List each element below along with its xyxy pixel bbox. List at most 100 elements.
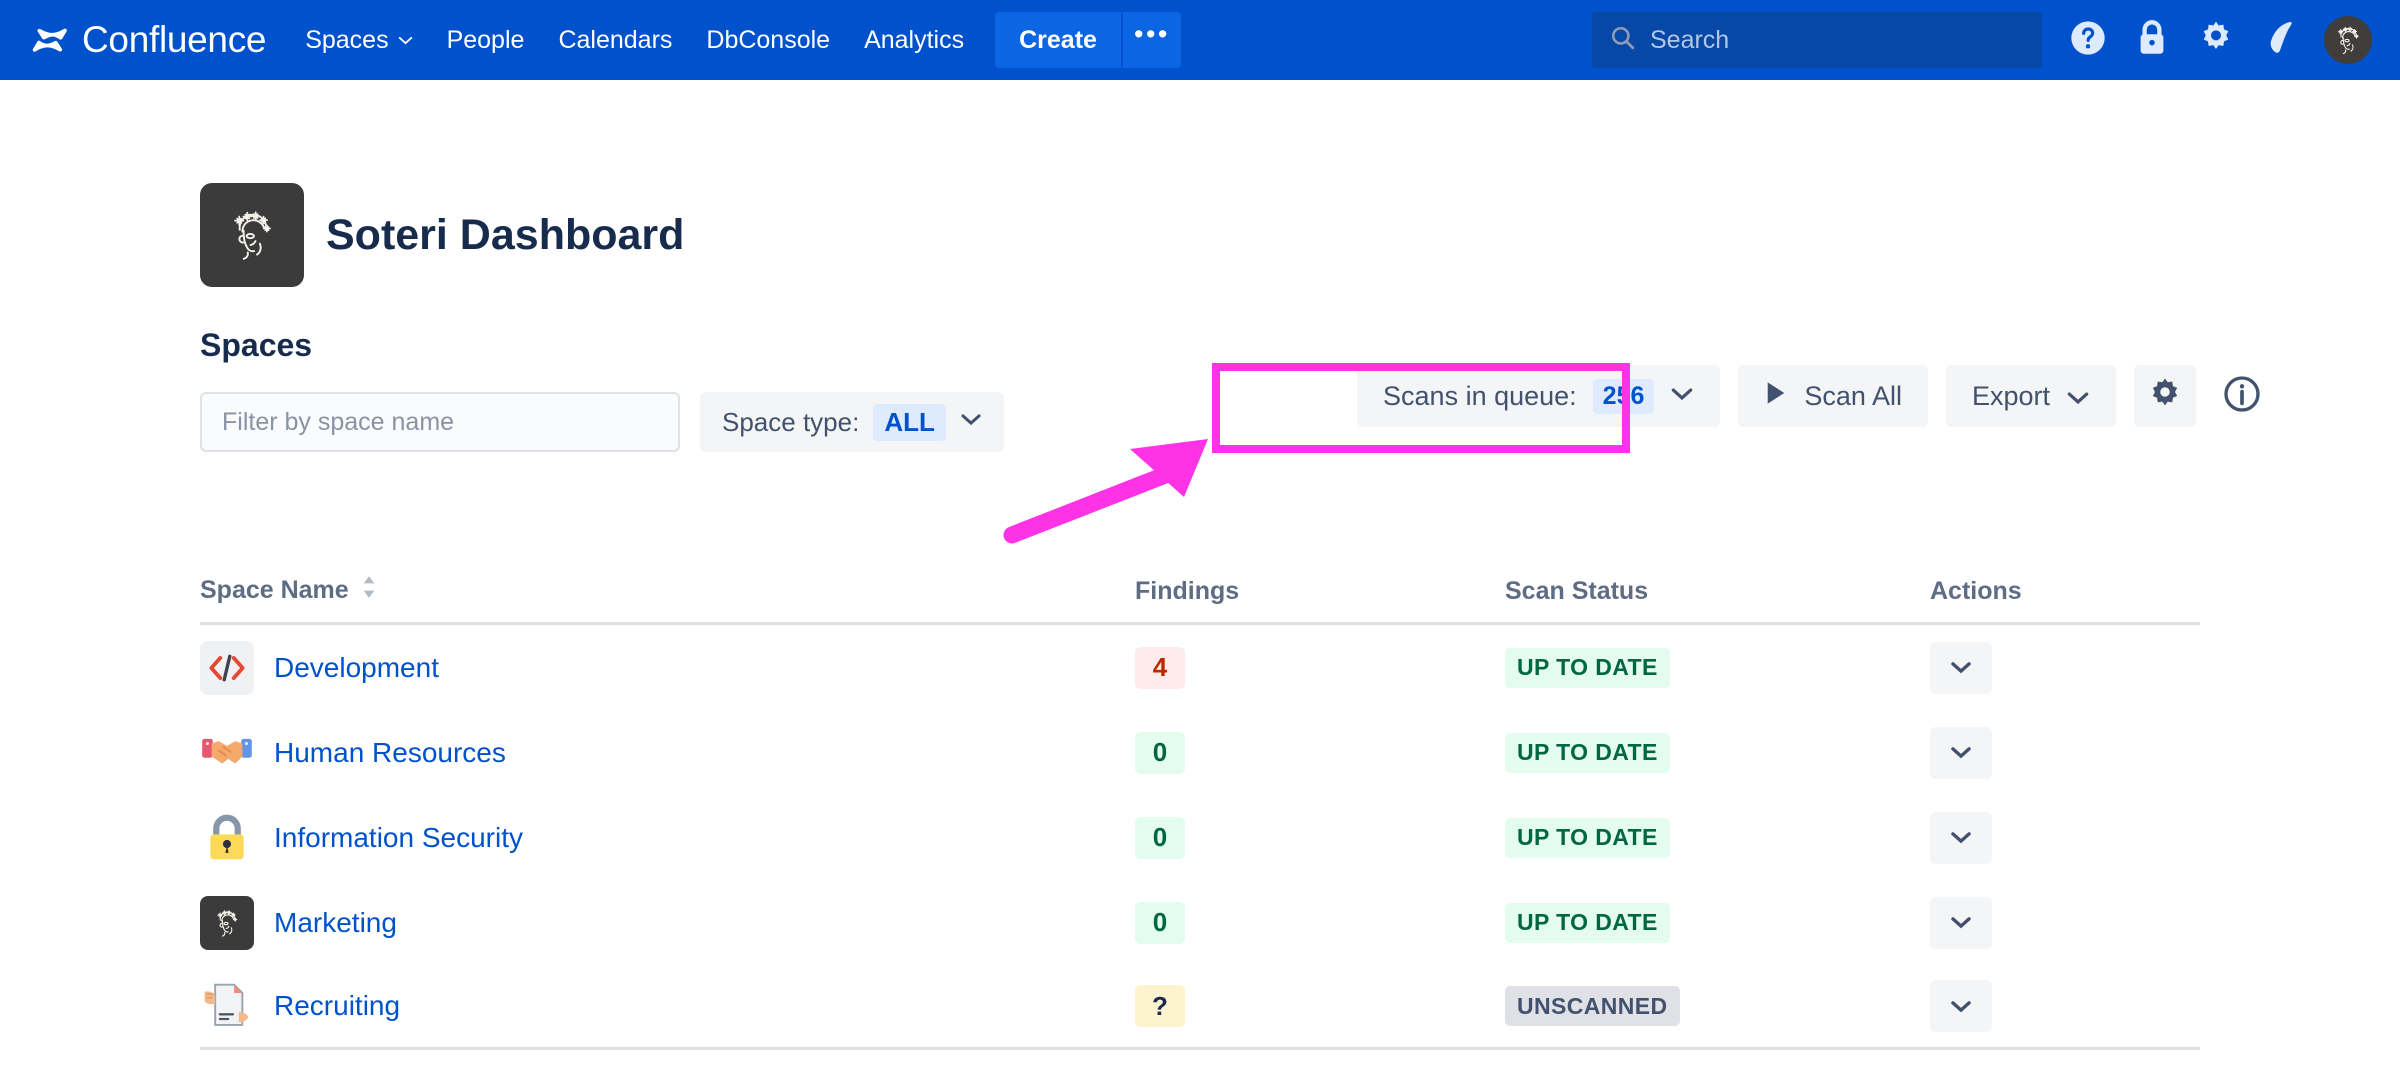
spaces-heading: Spaces <box>200 327 313 363</box>
padlock-icon <box>200 811 254 865</box>
nav-item-people[interactable]: People <box>430 0 542 80</box>
soteri-medusa-logo-icon <box>2324 16 2372 64</box>
page-body: Soteri Dashboard Spaces Space type: ALL … <box>0 80 2400 1050</box>
page-header: Soteri Dashboard <box>200 183 2400 287</box>
create-more-button[interactable]: ••• <box>1120 12 1181 68</box>
space-name-cell: Marketing <box>200 895 1135 950</box>
row-actions-dropdown[interactable] <box>1930 980 1992 1032</box>
notification-icon[interactable] <box>2262 18 2298 63</box>
actions-cell <box>1930 641 2200 694</box>
table-row: Human Resources 0 UP TO DATE <box>200 710 2200 795</box>
info-circle-icon <box>2222 374 2262 419</box>
column-header-space-name[interactable]: Space Name <box>200 575 1135 606</box>
status-badge: UP TO DATE <box>1505 902 1670 943</box>
avatar[interactable] <box>2324 16 2372 64</box>
findings-badge: 0 <box>1135 901 1185 944</box>
table-row: Recruiting ? UNSCANNED <box>200 965 2200 1050</box>
play-icon <box>1764 380 1788 413</box>
document-hands-icon <box>200 979 254 1033</box>
confluence-logo-icon <box>30 20 70 60</box>
nav-item-people-label: People <box>446 26 525 54</box>
scan-status-cell: UNSCANNED <box>1505 986 1930 1026</box>
top-navigation-bar: Confluence Spaces People Calendars DbCon… <box>0 0 2400 80</box>
export-label: Export <box>1971 380 2050 411</box>
dashboard-toolbar: Scans in queue: 256 Scan All Export <box>1357 365 2270 427</box>
table-header-row: Space Name Findings Scan Status Actions <box>200 575 2200 625</box>
space-link[interactable]: Development <box>274 651 439 683</box>
create-button[interactable]: Create <box>995 12 1121 68</box>
space-link[interactable]: Human Resources <box>274 736 506 768</box>
findings-badge: ? <box>1135 985 1185 1027</box>
status-badge: UP TO DATE <box>1505 817 1670 858</box>
scans-in-queue-label: Scans in queue: <box>1383 380 1577 411</box>
status-badge: UP TO DATE <box>1505 732 1670 773</box>
search-input[interactable]: Search <box>1592 12 2042 68</box>
findings-badge: 4 <box>1135 646 1185 689</box>
space-name-filter-input[interactable] <box>200 392 680 452</box>
settings-button[interactable] <box>2134 365 2196 427</box>
findings-badge: 0 <box>1135 816 1185 859</box>
handshake-icon <box>200 726 254 780</box>
chevron-down-icon <box>1951 1000 1971 1012</box>
findings-cell: 0 <box>1135 816 1505 859</box>
row-actions-dropdown[interactable] <box>1930 726 1992 779</box>
nav-item-calendars-label: Calendars <box>558 26 673 54</box>
lock-icon[interactable] <box>2134 18 2170 63</box>
sort-arrows-icon <box>361 575 377 606</box>
space-name-cell: Human Resources <box>200 726 1135 780</box>
scan-status-cell: UP TO DATE <box>1505 732 1930 773</box>
gear-icon[interactable] <box>2196 18 2236 63</box>
info-button[interactable] <box>2214 365 2270 427</box>
table-row: Marketing 0 UP TO DATE <box>200 880 2200 965</box>
scans-in-queue-button[interactable]: Scans in queue: 256 <box>1357 365 1721 427</box>
nav-item-calendars[interactable]: Calendars <box>541 0 689 80</box>
export-button[interactable]: Export <box>1945 365 2116 427</box>
findings-cell: 0 <box>1135 901 1505 944</box>
findings-cell: 4 <box>1135 646 1505 689</box>
space-type-dropdown[interactable]: Space type: ALL <box>700 392 1004 452</box>
nav-item-analytics-label: Analytics <box>864 26 965 54</box>
scan-all-button[interactable]: Scan All <box>1738 365 1928 427</box>
nav-item-dbconsole[interactable]: DbConsole <box>689 0 847 80</box>
actions-cell <box>1930 811 2200 864</box>
code-brackets-icon <box>200 640 254 695</box>
chevron-down-icon <box>2066 381 2090 412</box>
help-icon[interactable] <box>2068 18 2108 63</box>
space-link[interactable]: Recruiting <box>274 990 401 1021</box>
row-actions-dropdown[interactable] <box>1930 811 1992 864</box>
nav-item-dbconsole-label: DbConsole <box>706 26 831 54</box>
space-link[interactable]: Information Security <box>274 821 523 853</box>
chevron-down-icon <box>398 36 413 45</box>
scan-status-cell: UP TO DATE <box>1505 817 1930 858</box>
space-name-cell: Recruiting <box>200 979 1135 1033</box>
space-type-label: Space type: <box>722 406 860 437</box>
actions-cell <box>1930 726 2200 779</box>
nav-links: Spaces People Calendars DbConsole Analyt… <box>288 0 981 80</box>
status-badge: UNSCANNED <box>1505 986 1680 1026</box>
status-badge: UP TO DATE <box>1505 647 1670 688</box>
row-actions-dropdown[interactable] <box>1930 641 1992 694</box>
nav-item-spaces-label: Spaces <box>305 26 389 54</box>
spaces-table: Space Name Findings Scan Status Actions … <box>200 575 2200 1050</box>
chevron-down-icon <box>960 413 982 431</box>
space-name-cell: Information Security <box>200 811 1135 865</box>
soteri-medusa-logo-icon <box>200 895 254 950</box>
column-header-actions: Actions <box>1930 577 2022 605</box>
filter-row: Space type: ALL <box>200 392 2400 452</box>
chevron-down-icon <box>1670 387 1694 406</box>
scans-in-queue-count: 256 <box>1592 378 1655 414</box>
findings-badge: 0 <box>1135 731 1185 774</box>
nav-item-analytics[interactable]: Analytics <box>847 0 981 80</box>
row-actions-dropdown[interactable] <box>1930 896 1992 949</box>
space-name-cell: Development <box>200 640 1135 695</box>
column-header-findings: Findings <box>1135 577 1240 605</box>
column-header-space-name-label: Space Name <box>200 576 349 604</box>
space-link[interactable]: Marketing <box>274 906 397 938</box>
chevron-down-icon <box>1951 662 1971 674</box>
confluence-brand[interactable]: Confluence <box>30 19 266 61</box>
scan-all-label: Scan All <box>1804 380 1902 411</box>
nav-right-cluster: Search <box>1592 12 2372 68</box>
chevron-down-icon <box>1951 832 1971 844</box>
chevron-down-icon <box>1951 747 1971 759</box>
nav-item-spaces[interactable]: Spaces <box>288 0 429 80</box>
